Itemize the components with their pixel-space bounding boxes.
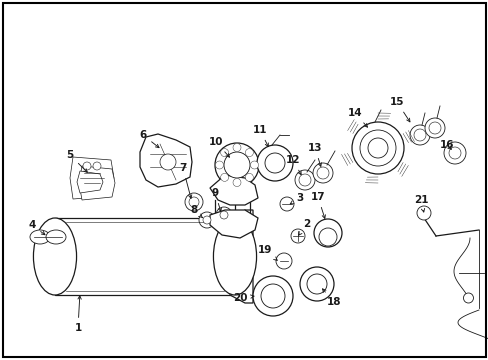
Ellipse shape [428,122,440,134]
Circle shape [232,144,241,152]
Bar [55,218,235,295]
Text: 2: 2 [298,219,310,235]
Circle shape [416,206,430,220]
Text: 4: 4 [28,220,45,235]
Circle shape [245,149,253,157]
Ellipse shape [298,174,310,186]
Text: 20: 20 [232,293,253,303]
Ellipse shape [224,152,249,178]
Text: 8: 8 [190,205,202,218]
Text: 16: 16 [439,140,453,150]
Ellipse shape [312,163,332,183]
Text: 3: 3 [290,193,303,204]
Ellipse shape [424,118,444,138]
Text: 7: 7 [179,163,191,198]
Ellipse shape [316,167,328,179]
Ellipse shape [351,122,403,174]
Circle shape [160,154,176,170]
Ellipse shape [215,143,259,187]
Circle shape [290,229,305,243]
Ellipse shape [261,284,285,308]
Text: 15: 15 [389,97,409,122]
Polygon shape [209,210,258,238]
Ellipse shape [203,216,210,224]
Ellipse shape [359,130,395,166]
Ellipse shape [220,211,227,219]
Polygon shape [229,210,252,303]
Ellipse shape [257,145,292,181]
Ellipse shape [294,170,314,190]
Ellipse shape [318,228,336,246]
Circle shape [220,174,228,181]
Ellipse shape [367,138,387,158]
Text: 1: 1 [74,296,81,333]
Ellipse shape [299,267,333,301]
Ellipse shape [216,207,231,223]
Ellipse shape [443,142,465,164]
Text: 18: 18 [322,289,341,307]
Text: 12: 12 [285,155,301,175]
Ellipse shape [46,230,66,244]
Circle shape [93,162,101,170]
Ellipse shape [264,153,285,173]
Circle shape [83,162,91,170]
Text: 5: 5 [66,150,87,172]
Text: 17: 17 [310,192,325,219]
Text: 19: 19 [257,245,277,260]
Ellipse shape [199,212,215,228]
Circle shape [275,253,291,269]
Circle shape [220,149,228,157]
Polygon shape [209,175,258,205]
Polygon shape [140,134,192,187]
Circle shape [280,197,293,211]
Ellipse shape [30,230,50,244]
Text: 21: 21 [413,195,427,212]
Ellipse shape [448,147,460,159]
Ellipse shape [409,125,429,145]
Circle shape [463,293,472,303]
Circle shape [245,174,253,181]
Polygon shape [77,171,103,193]
Text: 9: 9 [211,188,221,211]
Text: 14: 14 [347,108,367,127]
Ellipse shape [252,276,292,316]
Text: 13: 13 [307,143,322,166]
Ellipse shape [184,193,203,211]
Circle shape [232,179,241,186]
Ellipse shape [33,218,77,295]
Circle shape [215,161,223,169]
Ellipse shape [313,219,341,247]
Ellipse shape [413,129,425,141]
Polygon shape [70,157,114,199]
Polygon shape [79,166,115,200]
Circle shape [250,161,258,169]
Text: 11: 11 [252,125,268,147]
Text: 6: 6 [139,130,159,148]
Text: 10: 10 [208,137,229,157]
Ellipse shape [213,218,256,295]
Ellipse shape [306,274,326,294]
Ellipse shape [189,197,199,207]
